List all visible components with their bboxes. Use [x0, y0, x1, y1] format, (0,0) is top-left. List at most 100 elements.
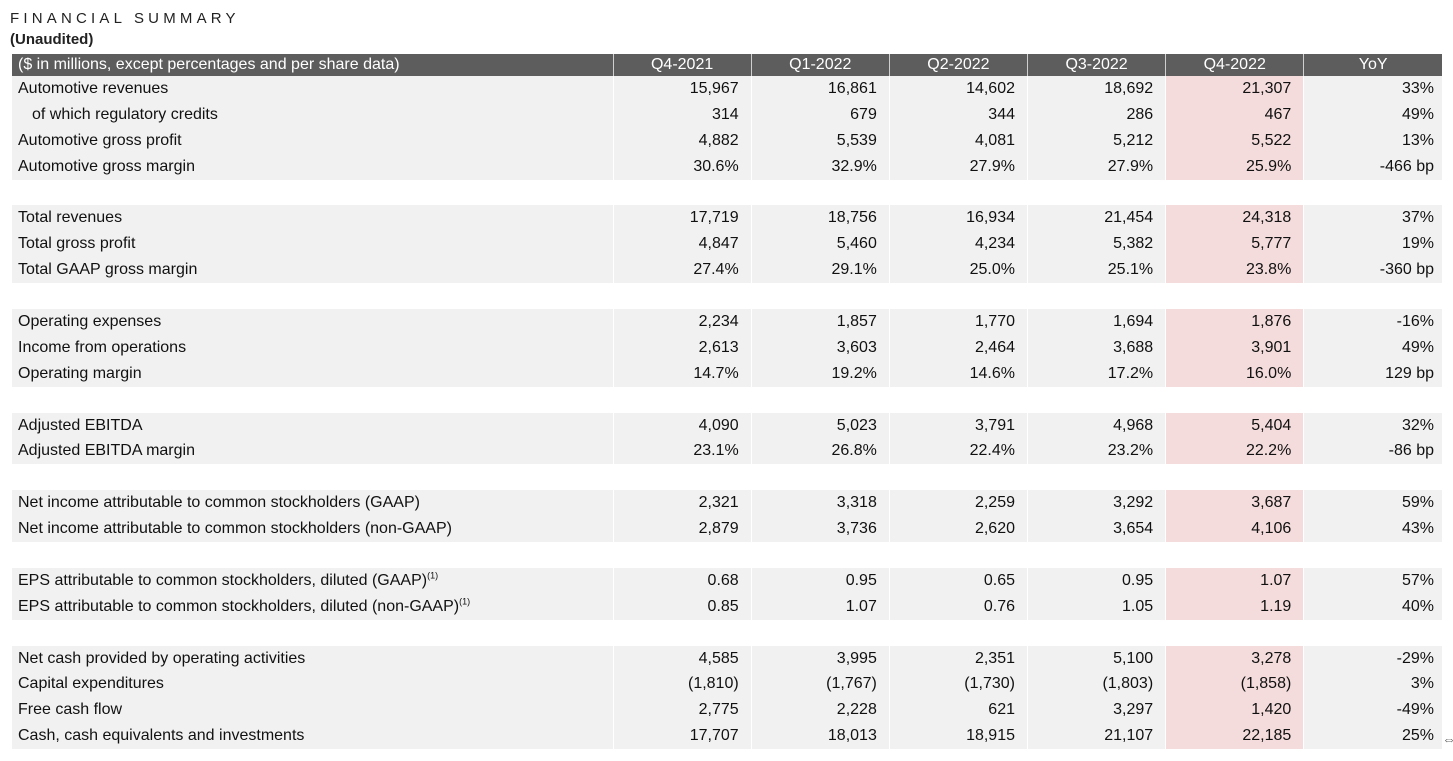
yoy-cell: -466 bp: [1303, 153, 1442, 180]
value-cell: 0.76: [888, 593, 1028, 620]
yoy-cell: 3%: [1303, 671, 1442, 698]
row-label-text: Net cash provided by operating activitie…: [18, 649, 306, 667]
row-label-text: Free cash flow: [18, 701, 123, 719]
row-label: Cash, cash equivalents and investments: [12, 723, 614, 750]
column-header-q2-2022: Q2-2022: [888, 54, 1028, 76]
row-label: Net income attributable to common stockh…: [12, 490, 614, 517]
value-cell-highlighted: 24,318: [1165, 205, 1304, 232]
header-label: ($ in millions, except percentages and p…: [12, 54, 614, 76]
row-label: Operating margin: [12, 360, 614, 387]
yoy-cell: 49%: [1303, 334, 1442, 361]
financial-summary-table: ($ in millions, except percentages and p…: [12, 54, 1442, 750]
yoy-cell: 129 bp: [1303, 360, 1442, 387]
value-cell-highlighted: 16.0%: [1165, 360, 1304, 387]
value-cell: 18,915: [888, 723, 1028, 750]
column-header-q3-2022: Q3-2022: [1026, 54, 1166, 76]
row-label-text: Automotive revenues: [18, 79, 169, 97]
row-label: Operating expenses: [12, 309, 614, 335]
table-row: Net cash provided by operating activitie…: [12, 645, 1442, 672]
yoy-cell: 19%: [1303, 231, 1442, 258]
yoy-cell: -360 bp: [1303, 257, 1442, 284]
row-label: Net income attributable to common stockh…: [12, 516, 614, 543]
value-cell: 5,539: [750, 127, 890, 154]
value-cell: 19.2%: [750, 360, 890, 387]
value-cell: 679: [750, 101, 890, 128]
yoy-cell: 40%: [1303, 593, 1442, 620]
table-row: Operating margin 14.7% 19.2% 14.6% 17.2% 16.0…: [12, 360, 1442, 387]
row-label-text: Net income attributable to common stockh…: [18, 520, 452, 538]
row-label-text: Automotive gross margin: [18, 157, 195, 175]
row-label: Automotive revenues: [12, 76, 614, 102]
value-cell: 2,775: [612, 697, 752, 724]
row-label: Adjusted EBITDA margin: [12, 438, 614, 465]
value-cell: 25.1%: [1026, 257, 1166, 284]
value-cell: (1,730): [888, 671, 1028, 698]
column-header-q1-2022: Q1-2022: [750, 54, 890, 76]
value-cell: 14.6%: [888, 360, 1028, 387]
value-cell: 21,454: [1026, 205, 1166, 232]
value-cell: 21,107: [1026, 723, 1166, 750]
value-cell-highlighted: 467: [1165, 101, 1304, 128]
column-header-yoy: YoY: [1303, 54, 1442, 76]
value-cell: 18,013: [750, 723, 890, 750]
yoy-cell: 13%: [1303, 127, 1442, 154]
page-title: FINANCIAL SUMMARY: [10, 10, 240, 27]
value-cell: 4,847: [612, 231, 752, 258]
table-row: Automotive gross profit 4,882 5,539 4,081 5,…: [12, 127, 1442, 154]
page-subtitle: (Unaudited): [10, 31, 94, 48]
value-cell: 3,318: [750, 490, 890, 517]
table-row: EPS attributable to common stockholders,…: [12, 593, 1442, 620]
value-cell: 286: [1026, 101, 1166, 128]
value-cell: 2,351: [888, 645, 1028, 672]
value-cell: 29.1%: [750, 257, 890, 284]
row-label-text: Net income attributable to common stockh…: [18, 494, 420, 512]
value-cell: 15,967: [612, 76, 752, 102]
table-row: Net income attributable to common stockh…: [12, 516, 1442, 543]
spacer-cell: [12, 464, 1442, 491]
value-cell: 1.07: [750, 593, 890, 620]
value-cell: 4,090: [612, 412, 752, 439]
row-label: of which regulatory credits: [12, 101, 614, 128]
row-label: Automotive gross margin: [12, 153, 614, 180]
table-row: of which regulatory credits 314 679 344 286 4…: [12, 101, 1442, 128]
value-cell-highlighted: (1,858): [1165, 671, 1304, 698]
group-spacer: [12, 542, 1442, 568]
yoy-cell: -16%: [1303, 309, 1442, 335]
yoy-cell: 32%: [1303, 412, 1442, 439]
value-cell: 3,995: [750, 645, 890, 672]
table-row: Capital expenditures (1,810) (1,767) (1,730…: [12, 671, 1442, 698]
value-cell: 3,292: [1026, 490, 1166, 517]
value-cell-highlighted: 25.9%: [1165, 153, 1304, 180]
column-header-q4-2022: Q4-2022: [1165, 54, 1304, 76]
row-label-text: Total gross profit: [18, 235, 136, 253]
table-row: Adjusted EBITDA 4,090 5,023 3,791 4,968 5,404…: [12, 412, 1442, 439]
value-cell: 17,719: [612, 205, 752, 232]
value-cell: 3,654: [1026, 516, 1166, 543]
value-cell: 0.65: [888, 567, 1028, 594]
value-cell: 4,234: [888, 231, 1028, 258]
value-cell: 0.85: [612, 593, 752, 620]
row-label: EPS attributable to common stockholders,…: [12, 593, 614, 620]
row-label-text: Capital expenditures: [18, 675, 164, 693]
value-cell: 3,297: [1026, 697, 1166, 724]
table-row: Free cash flow 2,775 2,228 621 3,297 1,420 -49…: [12, 697, 1442, 724]
value-cell-highlighted: 3,687: [1165, 490, 1304, 517]
value-cell: 3,791: [888, 412, 1028, 439]
value-cell: 27.9%: [1026, 153, 1166, 180]
table-row: Total revenues 17,719 18,756 16,934 21,454 24…: [12, 205, 1442, 232]
value-cell-highlighted: 1,876: [1165, 309, 1304, 335]
value-cell: 2,464: [888, 334, 1028, 361]
row-label: Automotive gross profit: [12, 127, 614, 154]
value-cell: 27.4%: [612, 257, 752, 284]
spacer-cell: [12, 542, 1442, 568]
group-spacer: [12, 283, 1442, 310]
value-cell: 14,602: [888, 76, 1028, 102]
value-cell: 2,259: [888, 490, 1028, 517]
table-row: Total gross profit 4,847 5,460 4,234 5,382 5,…: [12, 231, 1442, 258]
value-cell: 3,603: [750, 334, 890, 361]
table-body: Automotive revenues 15,967 16,861 14,602 18,…: [12, 76, 1442, 750]
spacer-cell: [12, 386, 1442, 413]
value-cell-highlighted: 1,420: [1165, 697, 1304, 724]
value-cell-highlighted: 3,278: [1165, 645, 1304, 672]
